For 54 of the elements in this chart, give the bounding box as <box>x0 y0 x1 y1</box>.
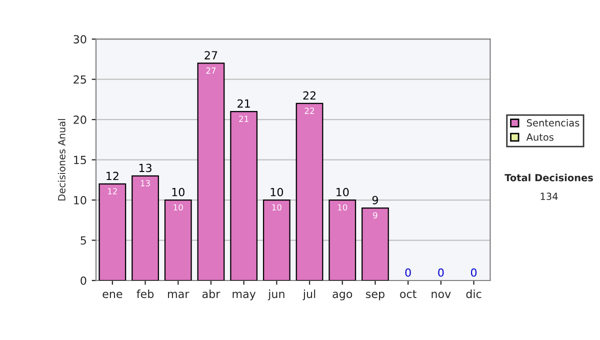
x-tick-label: mar <box>168 292 190 298</box>
x-tick-label: ene <box>102 292 122 298</box>
x-tick-label: may <box>232 292 256 300</box>
bar <box>328 199 356 280</box>
total-label: 12 <box>106 172 118 180</box>
bar <box>197 62 225 280</box>
bar <box>132 175 159 280</box>
total-label: 27 <box>204 51 218 60</box>
total-label: 21 <box>238 99 250 108</box>
total-label: 0 <box>438 268 444 277</box>
x-tick-label: feb <box>136 290 154 298</box>
legend-label: Autos <box>526 134 554 141</box>
data-label: 12 <box>108 188 117 194</box>
legend-label: Sentencias <box>526 118 580 127</box>
total-label: 22 <box>303 91 316 100</box>
x-tick-label: ago <box>332 292 352 300</box>
bar <box>230 110 258 280</box>
y-tick-label: 15 <box>74 156 86 164</box>
total-label: 10 <box>336 188 349 196</box>
total-label: 0 <box>470 268 477 277</box>
y-tick-label: 20 <box>74 116 86 124</box>
x-tick-label: jul <box>302 290 316 300</box>
bar <box>362 208 389 280</box>
total-label: 10 <box>172 188 184 196</box>
total-label: 0 <box>405 268 411 277</box>
data-label: 27 <box>206 67 216 74</box>
total-label: 9 <box>372 196 378 204</box>
y-tick-label: 5 <box>80 236 86 245</box>
y-tick-label: 0 <box>80 276 86 285</box>
y-axis-title: Decisiones Anual <box>58 119 66 200</box>
data-label: 13 <box>140 180 150 186</box>
data-label: 9 <box>373 212 378 219</box>
data-label: 21 <box>239 116 248 122</box>
x-tick-label: sep <box>366 292 384 300</box>
x-tick-label: nov <box>432 292 451 298</box>
bar <box>296 102 324 280</box>
y-tick-label: 25 <box>74 75 86 84</box>
total-label: 13 <box>139 164 152 172</box>
y-tick-label: 30 <box>74 35 86 44</box>
total-label: 10 <box>270 188 284 196</box>
text: Total Decisiones <box>504 174 593 182</box>
x-tick-label: jun <box>268 290 284 300</box>
bar <box>262 199 290 280</box>
data-label: 10 <box>338 204 348 211</box>
data-label: 10 <box>174 204 183 211</box>
bar <box>164 199 192 280</box>
x-tick-label: dic <box>466 290 482 298</box>
x-tick-label: oct <box>400 290 416 298</box>
data-label: 10 <box>272 204 282 211</box>
text: 134 <box>540 192 558 200</box>
data-label: 22 <box>304 108 314 114</box>
y-tick-label: 10 <box>74 196 86 204</box>
bar <box>98 183 126 280</box>
x-tick-label: abr <box>202 290 220 298</box>
